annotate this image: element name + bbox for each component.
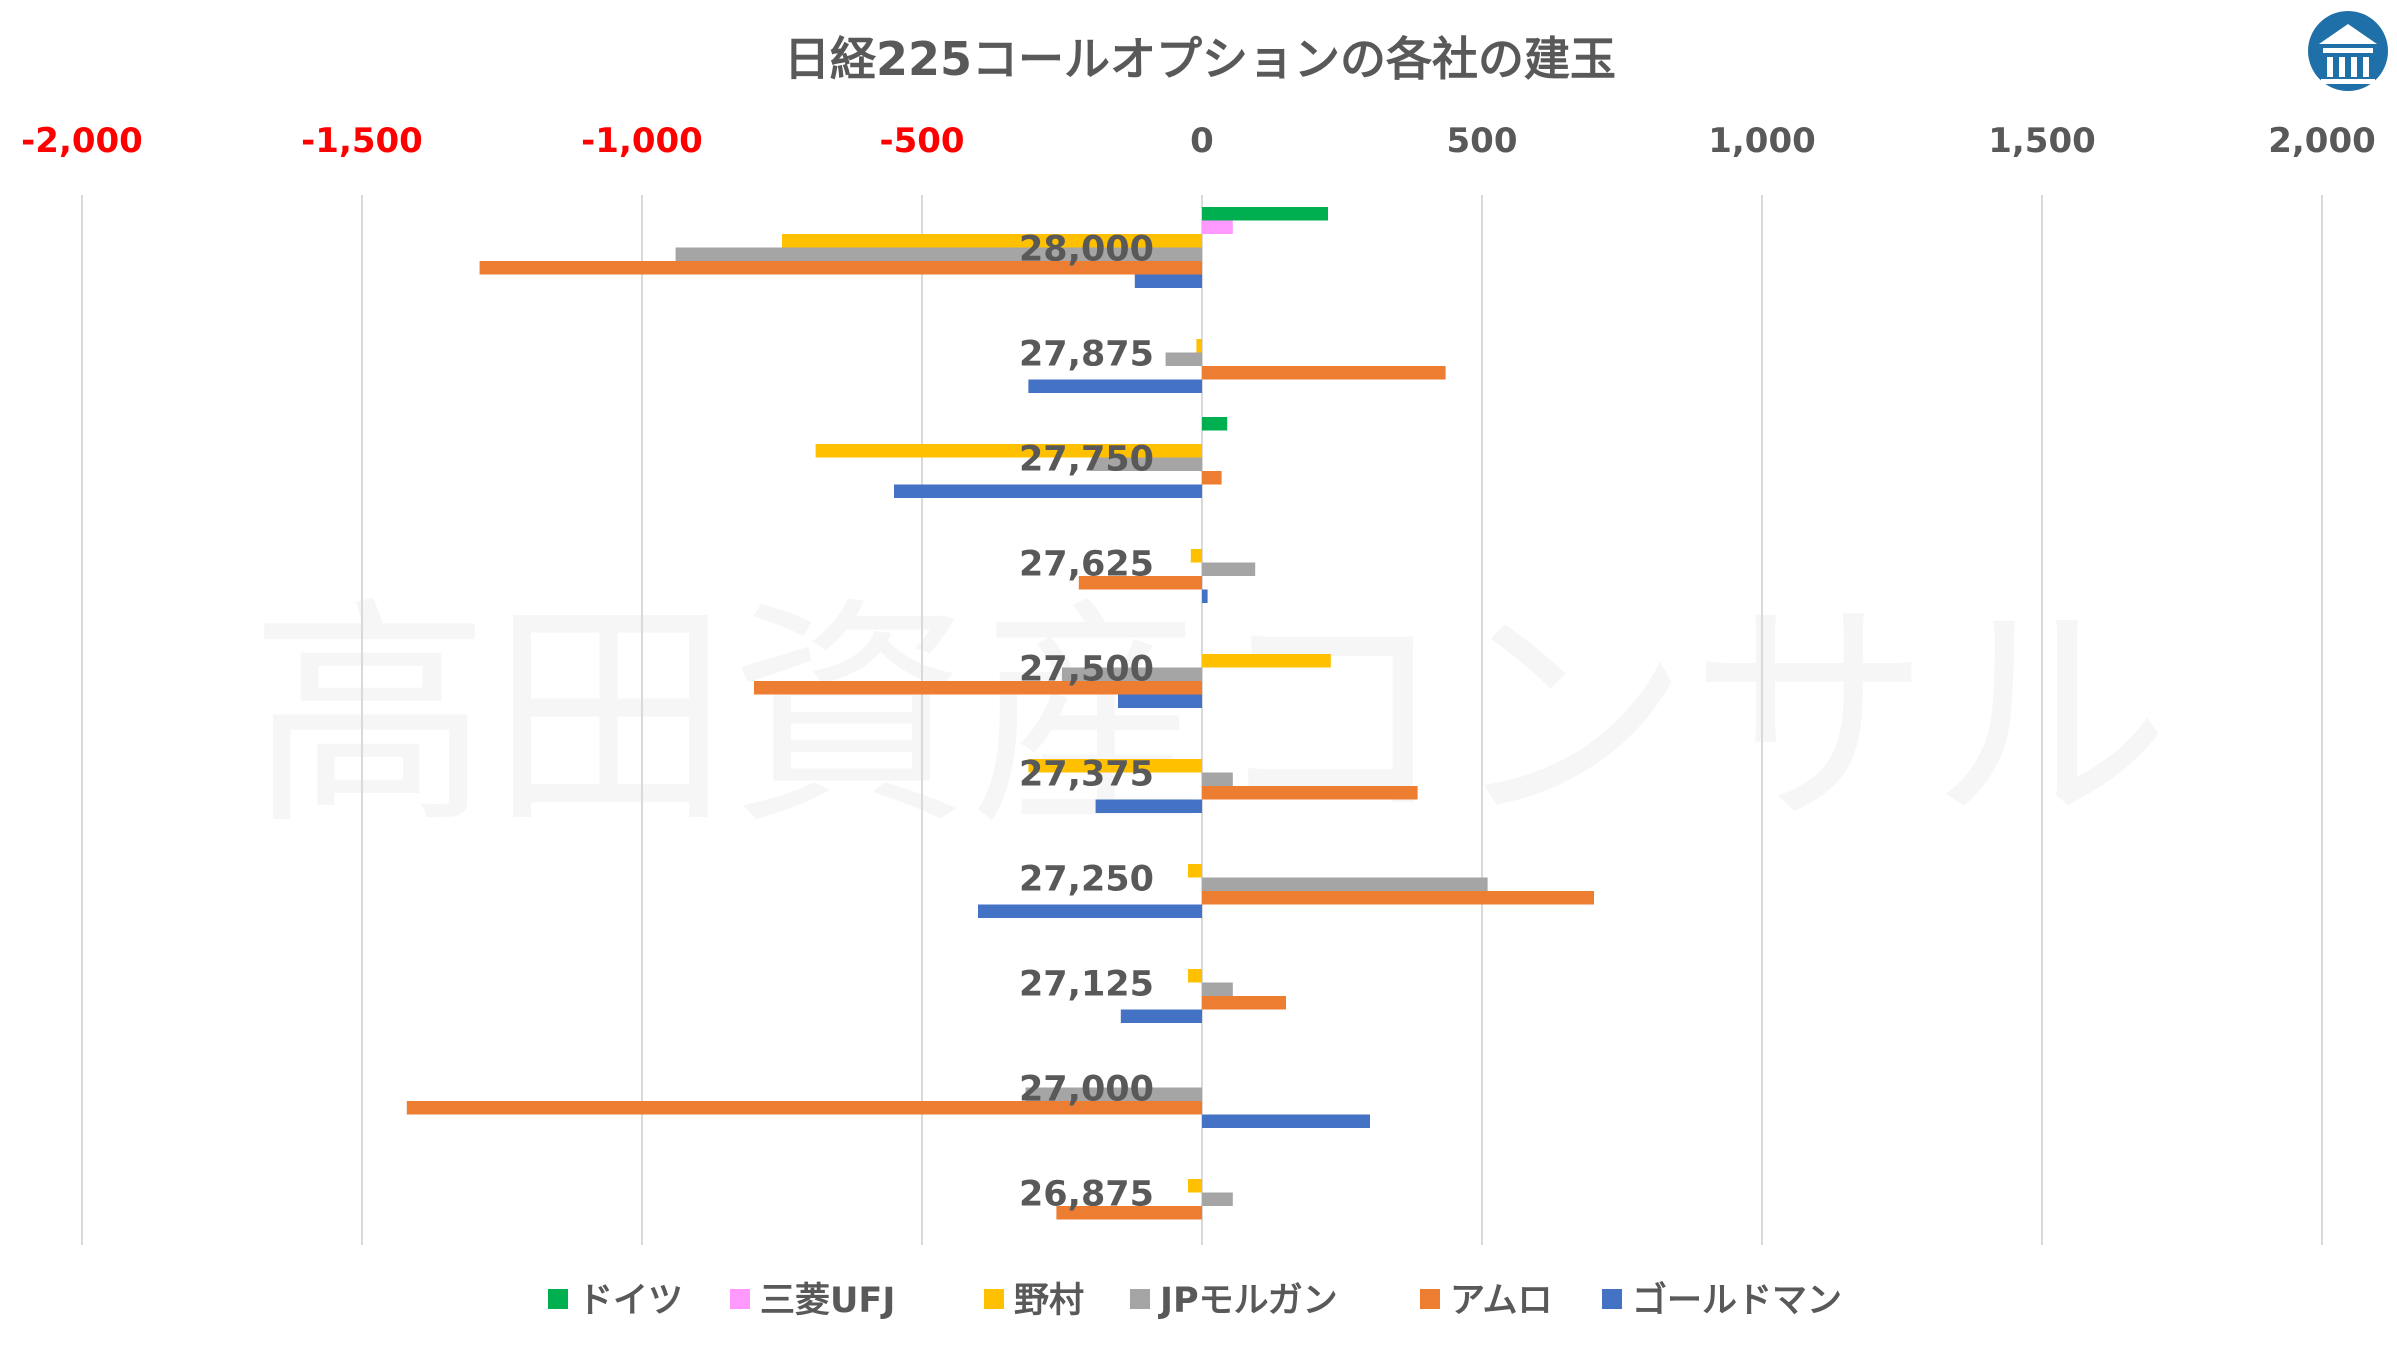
bar — [1092, 457, 1202, 471]
bar — [1202, 877, 1488, 891]
bar — [1025, 1087, 1202, 1101]
bar — [1202, 366, 1446, 380]
legend-swatch — [730, 1289, 750, 1309]
bar — [1196, 339, 1202, 353]
legend-swatch — [984, 1289, 1004, 1309]
bar — [1202, 589, 1208, 603]
category-label: 27,000 — [1019, 1070, 1154, 1110]
bar — [1202, 562, 1256, 576]
bar — [1202, 891, 1594, 905]
chart-title: 日経225コールオプションの各社の建玉 — [784, 32, 1616, 86]
legend-swatch — [1602, 1289, 1622, 1309]
legend-label: ゴールドマン — [1632, 1280, 1842, 1321]
bar — [1202, 996, 1286, 1010]
x-tick-label: -500 — [879, 121, 964, 161]
legend-label: JPモルガン — [1158, 1281, 1338, 1321]
bar — [1134, 274, 1202, 288]
x-tick-label: 0 — [1190, 121, 1214, 161]
bar — [1095, 799, 1202, 813]
category-label: 27,375 — [1019, 755, 1154, 795]
bar — [1202, 982, 1233, 996]
legend-label: ドイツ — [578, 1281, 683, 1321]
bar — [1190, 549, 1202, 563]
x-tick-label: 2,000 — [2268, 121, 2376, 161]
bar — [1202, 220, 1233, 234]
bar — [1118, 694, 1202, 708]
bar — [1202, 207, 1328, 221]
x-tick-label: -2,000 — [21, 121, 143, 161]
bar — [1188, 864, 1202, 878]
x-tick-label: -1,000 — [581, 121, 703, 161]
legend: ドイツ 三菱UFJ 野村 JPモルガン アムロ ゴールドマン — [548, 1280, 1842, 1321]
bar — [1165, 352, 1202, 366]
bar — [754, 681, 1202, 695]
category-label: 27,500 — [1019, 650, 1154, 690]
bars — [406, 207, 1594, 1220]
bar — [1062, 667, 1202, 681]
bar — [1202, 417, 1228, 431]
category-label: 27,250 — [1019, 860, 1154, 900]
category-label: 27,750 — [1019, 440, 1154, 480]
legend-label: 三菱UFJ — [760, 1281, 895, 1321]
x-tick-label: 1,500 — [1988, 121, 2096, 161]
bar — [978, 904, 1202, 918]
bar — [1202, 772, 1233, 786]
category-labels: 28,000 27,875 27,750 27,625 27,500 27,375 27,2… — [1019, 230, 1154, 1215]
bar — [1202, 654, 1331, 668]
bar — [675, 247, 1202, 261]
bar — [782, 234, 1202, 248]
bar — [406, 1101, 1202, 1115]
x-tick-label: 1,000 — [1708, 121, 1816, 161]
bar — [1120, 1009, 1202, 1023]
bar — [1202, 1114, 1370, 1128]
category-label: 27,875 — [1019, 335, 1154, 375]
legend-swatch — [548, 1289, 568, 1309]
bar — [894, 484, 1202, 498]
x-axis-ticks: -2,000 -1,500 -1,000 -500 0 500 1,000 1,500 2,00… — [21, 121, 2376, 161]
bar — [1028, 379, 1202, 393]
category-label: 27,625 — [1019, 545, 1154, 585]
bar — [1056, 1206, 1202, 1220]
bar — [1188, 969, 1202, 983]
bar — [1202, 786, 1418, 800]
watermark: 高田資産コンサル — [250, 577, 2170, 857]
category-label: 28,000 — [1019, 230, 1154, 270]
bar — [479, 261, 1203, 275]
bar — [1202, 1192, 1233, 1206]
category-label: 27,125 — [1019, 965, 1154, 1005]
legend-label: 野村 — [1014, 1281, 1084, 1321]
legend-swatch — [1420, 1289, 1440, 1309]
x-tick-label: -1,500 — [301, 121, 423, 161]
bar — [815, 444, 1202, 458]
bar — [1188, 1179, 1202, 1193]
bar — [1028, 759, 1202, 773]
building-logo-icon — [2308, 11, 2388, 91]
x-tick-label: 500 — [1447, 121, 1518, 161]
category-label: 26,875 — [1019, 1175, 1154, 1215]
bar — [1078, 576, 1202, 590]
legend-swatch — [1130, 1289, 1150, 1309]
bar — [1202, 471, 1222, 485]
legend-label: アムロ — [1450, 1281, 1553, 1321]
